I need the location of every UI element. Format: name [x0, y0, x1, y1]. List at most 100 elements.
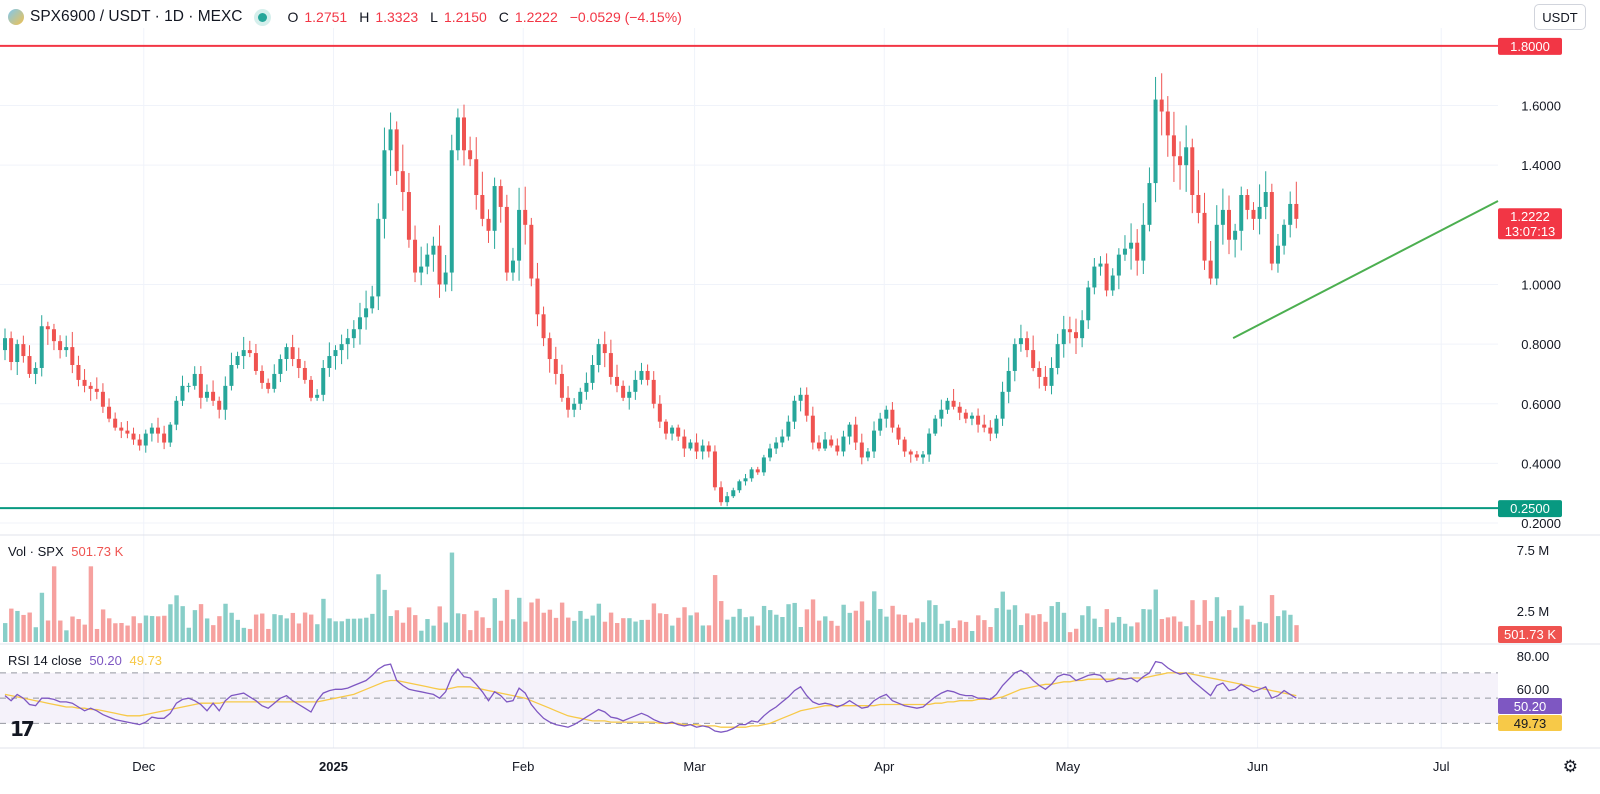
candle-body: [816, 442, 821, 449]
rsi-legend[interactable]: RSI 14 close 50.20 49.73: [8, 653, 162, 668]
candle-body: [535, 278, 540, 315]
volume-bar: [88, 566, 94, 642]
volume-bar: [333, 621, 338, 642]
candle-body: [670, 427, 675, 434]
rsi-label: RSI 14 close: [8, 653, 82, 668]
volume-bar: [45, 620, 51, 642]
rsi-line: [4, 660, 1297, 733]
volume-bar: [719, 601, 724, 642]
candle-body: [321, 367, 326, 395]
volume-bar: [174, 595, 179, 642]
candle-body: [1263, 192, 1268, 207]
volume-bar: [504, 589, 510, 642]
volume-bar: [908, 622, 914, 642]
candle-body: [1239, 195, 1244, 231]
horizontal-lines[interactable]: [0, 44, 1498, 510]
volume-bar: [302, 612, 308, 642]
candle-body: [1092, 266, 1097, 288]
candle-body: [100, 391, 105, 407]
candle-body: [951, 400, 956, 407]
candle-body: [688, 442, 693, 449]
candle-body: [241, 350, 246, 357]
volume-bar: [1086, 606, 1091, 642]
candle-body: [774, 442, 779, 449]
volume-bar: [768, 610, 773, 642]
volume-bar: [223, 603, 228, 642]
candle-body: [309, 379, 313, 398]
candle-body: [823, 439, 828, 449]
candle-body: [1122, 248, 1127, 255]
volume-bar: [596, 603, 602, 642]
candle-body: [290, 347, 295, 360]
candle-body: [939, 409, 944, 419]
candle-body: [682, 436, 687, 449]
candle-body: [927, 433, 932, 455]
candle-body: [663, 421, 668, 434]
volume-legend[interactable]: Vol · SPX 501.73 K: [8, 544, 123, 559]
candle-body: [394, 129, 399, 172]
candle-body: [27, 356, 32, 374]
resistance-tag-text: 1.8000: [1510, 39, 1550, 54]
candle-body: [1196, 195, 1201, 213]
token-logo-icon: [8, 9, 24, 25]
open-value: 1.2751: [304, 9, 348, 25]
volume-bar: [296, 623, 302, 642]
candle-body: [174, 400, 179, 425]
volume-bar: [388, 616, 393, 642]
low-label: L: [430, 9, 438, 25]
volume-bar: [651, 603, 657, 642]
volume-bar: [1153, 589, 1158, 642]
volume-bar: [890, 605, 895, 642]
candle-body: [21, 344, 26, 357]
candle-body: [272, 373, 277, 389]
candle-body: [1104, 263, 1109, 291]
candle-body: [602, 344, 607, 354]
candle-body: [333, 350, 338, 357]
volume-bar: [492, 598, 497, 642]
volume-last-tag-bg: [1498, 626, 1562, 643]
volume-bar: [364, 617, 369, 642]
market-status-icon[interactable]: [258, 12, 268, 22]
volume-bar: [865, 620, 871, 642]
volume-bar: [345, 618, 351, 642]
candle-body: [1055, 344, 1060, 368]
candle-body: [700, 445, 705, 452]
volume-bar: [590, 615, 595, 642]
volume-bar: [339, 621, 344, 642]
volume-bar: [761, 605, 767, 642]
volume-bar: [1080, 615, 1085, 642]
candle-body: [351, 329, 356, 339]
volume-bar: [553, 617, 559, 642]
candle-body: [982, 424, 987, 428]
close-value: 1.2222: [514, 9, 558, 25]
volume-bar: [608, 612, 614, 642]
volume-bar: [884, 616, 889, 642]
volume-bar: [535, 598, 540, 642]
volume-bar: [204, 618, 210, 642]
volume-bar: [113, 623, 118, 642]
candle-body: [608, 353, 613, 377]
tradingview-logo-icon[interactable]: 17: [10, 717, 35, 741]
candle-body: [1190, 147, 1195, 196]
volume-bar: [76, 619, 81, 642]
currency-button[interactable]: USDT: [1534, 4, 1586, 30]
volume-bar: [419, 630, 424, 642]
trendline[interactable]: [1232, 200, 1499, 340]
candle-body: [957, 406, 962, 413]
volume-bar: [1263, 623, 1269, 642]
volume-bar: [468, 630, 473, 642]
volume-bar: [70, 616, 75, 642]
candle-body: [400, 171, 405, 193]
candle-body: [468, 150, 473, 160]
candle-body: [1061, 329, 1066, 345]
volume-bar: [15, 610, 20, 642]
symbol-title[interactable]: SPX6900 / USDT · 1D · MEXC: [30, 8, 243, 25]
volume-bar: [1031, 615, 1036, 642]
pane-separators: [0, 534, 1600, 749]
time-tick-label: Jun: [1247, 759, 1268, 774]
candle-body: [223, 385, 228, 410]
volume-bar: [706, 625, 712, 642]
volume-bar: [1061, 612, 1067, 642]
settings-gear-icon[interactable]: ⚙: [1562, 757, 1578, 776]
